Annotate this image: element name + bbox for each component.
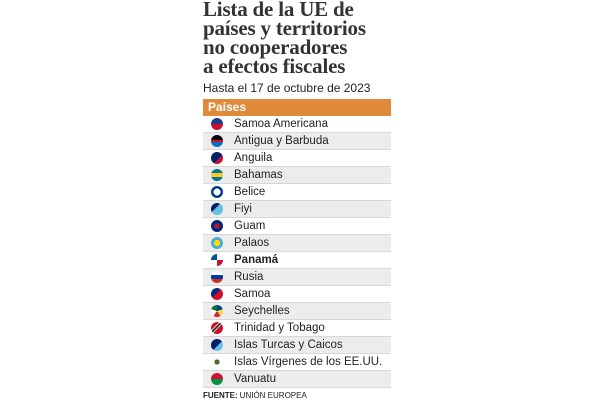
country-name: Islas Turcas y Caicos bbox=[234, 339, 343, 351]
flag-icon bbox=[211, 135, 223, 147]
table-row: Palaos bbox=[203, 235, 391, 252]
country-name: Bahamas bbox=[234, 169, 283, 181]
flag-icon bbox=[211, 169, 223, 181]
country-name: Panamá bbox=[234, 254, 279, 266]
table-row: Islas Turcas y Caicos bbox=[203, 337, 391, 354]
country-name: Guam bbox=[234, 220, 266, 232]
title-line: Lista de la UE de bbox=[203, 0, 354, 21]
country-name: Samoa bbox=[234, 288, 271, 300]
flag-icon bbox=[211, 373, 223, 385]
flag-icon bbox=[211, 152, 223, 164]
flag-icon bbox=[211, 118, 223, 130]
country-name: Anguila bbox=[234, 152, 273, 164]
flag-icon bbox=[211, 220, 223, 232]
title: Lista de la UE de países y territorios no … bbox=[203, 0, 391, 78]
flag-icon bbox=[211, 305, 223, 317]
flag-icon bbox=[211, 339, 223, 351]
flag-icon bbox=[211, 237, 223, 249]
title-line: países y territorios bbox=[203, 16, 366, 40]
title-line: a efectos fiscales bbox=[203, 54, 346, 78]
country-name: Belice bbox=[234, 186, 266, 198]
source: FUENTE: UNIÓN EUROPEA bbox=[203, 391, 391, 400]
table-row: Samoa bbox=[203, 286, 391, 303]
table-row: Antigua y Barbuda bbox=[203, 133, 391, 150]
flag-icon bbox=[211, 288, 223, 300]
table-row: Bahamas bbox=[203, 167, 391, 184]
country-name: Rusia bbox=[234, 271, 264, 283]
table-row: Panamá bbox=[203, 252, 391, 269]
table-row: Guam bbox=[203, 218, 391, 235]
country-name: Trinidad y Tobago bbox=[234, 322, 325, 334]
source-text: UNIÓN EUROPEA bbox=[239, 391, 307, 400]
table-row: Fiyi bbox=[203, 201, 391, 218]
country-name: Islas Vírgenes de los EE.UU. bbox=[234, 356, 383, 368]
source-label: FUENTE: bbox=[203, 391, 238, 400]
table-row: Samoa Americana bbox=[203, 116, 391, 133]
flag-icon bbox=[211, 356, 223, 368]
table-row: Anguila bbox=[203, 150, 391, 167]
table: Samoa Americana Antigua y Barbuda Anguila B… bbox=[203, 116, 391, 388]
country-name: Vanuatu bbox=[234, 373, 276, 385]
table-row: Vanuatu bbox=[203, 371, 391, 388]
flag-icon bbox=[211, 254, 223, 266]
table-row: Islas Vírgenes de los EE.UU. bbox=[203, 354, 391, 371]
flag-icon bbox=[211, 271, 223, 283]
subtitle: Hasta el 17 de octubre de 2023 bbox=[203, 81, 371, 95]
table-row: Belice bbox=[203, 184, 391, 201]
infographic: Lista de la UE de países y territorios no … bbox=[203, 0, 391, 400]
table-row: Rusia bbox=[203, 269, 391, 286]
country-name: Seychelles bbox=[234, 305, 290, 317]
table-row: Seychelles bbox=[203, 303, 391, 320]
country-name: Samoa Americana bbox=[234, 118, 328, 130]
column-header: Países bbox=[203, 99, 391, 116]
country-name: Antigua y Barbuda bbox=[234, 135, 329, 147]
title-line: no cooperadores bbox=[203, 35, 348, 59]
table-row: Trinidad y Tobago bbox=[203, 320, 391, 337]
flag-icon bbox=[211, 322, 223, 334]
country-name: Palaos bbox=[234, 237, 270, 249]
flag-icon bbox=[211, 203, 223, 215]
flag-icon bbox=[211, 186, 223, 198]
country-name: Fiyi bbox=[234, 203, 252, 215]
